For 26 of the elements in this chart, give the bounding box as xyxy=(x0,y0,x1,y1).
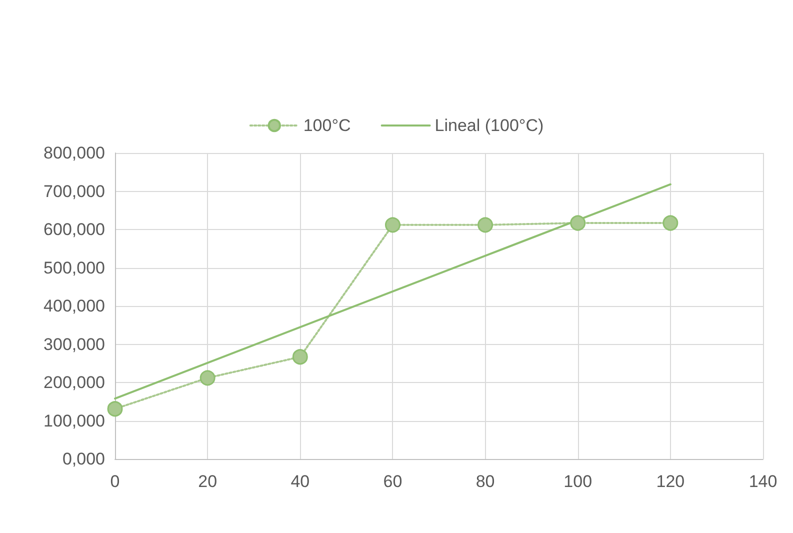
y-tick-label: 600,000 xyxy=(44,220,105,239)
x-tick-label: 60 xyxy=(383,472,402,491)
x-tick-label: 100 xyxy=(564,472,592,491)
x-tick-label: 20 xyxy=(198,472,218,491)
point xyxy=(384,217,400,233)
point xyxy=(292,349,308,365)
x-tick-label: 120 xyxy=(656,472,685,491)
x-tick-label: 40 xyxy=(290,472,310,491)
y-tick-label: 100,000 xyxy=(44,411,105,430)
point xyxy=(570,215,586,231)
x-tick-label: 140 xyxy=(748,472,778,491)
y-tick-label: 200,000 xyxy=(44,373,105,392)
y-tick-label: 400,000 xyxy=(44,296,105,316)
y-tick-label: 300,000 xyxy=(44,334,105,354)
point xyxy=(200,370,216,386)
x-tick-label: 0 xyxy=(110,472,120,491)
y-tick-label: 0,000 xyxy=(62,450,105,468)
x-tick-label: 80 xyxy=(476,472,495,491)
legend-label: Lineal (100°C) xyxy=(434,116,544,135)
legend-label: 100°C xyxy=(303,116,351,135)
y-tick-label: 800,000 xyxy=(44,144,105,162)
y-tick-label: 700,000 xyxy=(44,182,105,201)
point xyxy=(478,217,494,233)
y-tick-label: 500,000 xyxy=(44,258,105,278)
point xyxy=(662,215,678,231)
point xyxy=(107,401,123,417)
